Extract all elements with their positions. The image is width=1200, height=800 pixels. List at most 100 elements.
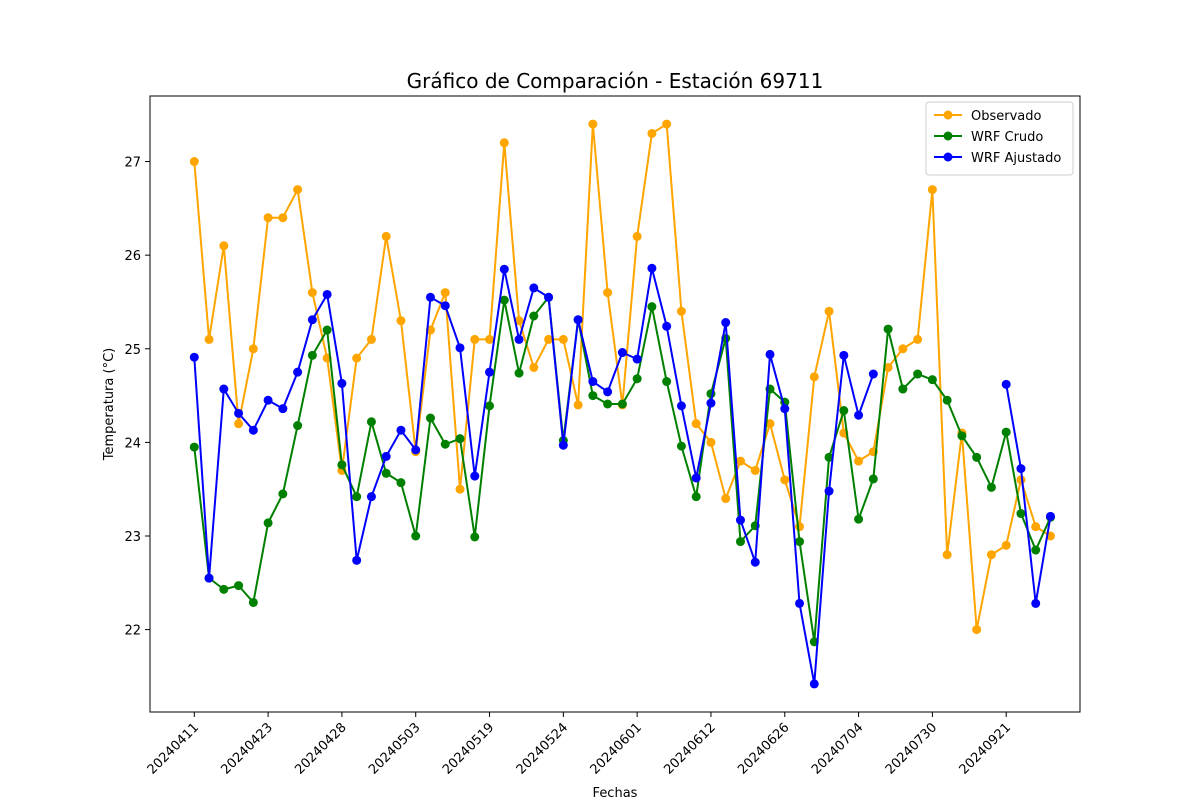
x-tick-label: 20240601 [588, 720, 645, 777]
data-point [366, 334, 376, 344]
x-tick-label: 20240730 [883, 720, 940, 777]
data-point [721, 318, 731, 328]
x-tick-label: 20240921 [957, 720, 1014, 777]
data-point [544, 334, 554, 344]
data-point [1001, 379, 1011, 389]
data-point [706, 398, 716, 408]
data-point [558, 334, 568, 344]
data-point [603, 387, 613, 397]
data-point [485, 401, 495, 411]
data-point [617, 348, 627, 358]
legend-item: Observado [934, 109, 1042, 124]
data-point [263, 395, 273, 405]
data-point [499, 264, 509, 274]
legend-marker [943, 131, 953, 141]
data-point [972, 625, 982, 635]
data-point [839, 350, 849, 360]
data-point [1031, 545, 1041, 555]
data-point [396, 478, 406, 488]
data-point [735, 537, 745, 547]
data-point [780, 404, 790, 414]
legend-marker [943, 110, 953, 120]
data-point [234, 419, 244, 429]
data-point [204, 334, 214, 344]
data-point [750, 557, 760, 567]
data-point [691, 473, 701, 483]
data-point [573, 315, 583, 325]
data-point [293, 421, 303, 431]
series-line [193, 267, 875, 685]
data-point [809, 372, 819, 382]
data-point [824, 486, 834, 496]
data-point [278, 213, 288, 223]
data-point [470, 334, 480, 344]
y-tick-label: 24 [124, 436, 141, 451]
data-point [293, 367, 303, 377]
legend-box [925, 101, 1074, 176]
plot-area [149, 95, 1081, 713]
x-tick-label: 20240626 [735, 720, 792, 777]
data-point [440, 439, 450, 449]
data-point [470, 471, 480, 481]
data-point [1001, 540, 1011, 550]
x-tick-label: 20240411 [145, 720, 202, 777]
data-point [396, 425, 406, 435]
data-point [662, 321, 672, 331]
data-point [263, 213, 273, 223]
data-point [942, 550, 952, 560]
data-point [337, 460, 347, 470]
x-tick-label: 20240519 [440, 720, 497, 777]
data-point [647, 263, 657, 273]
data-point [750, 465, 760, 475]
data-point [868, 369, 878, 379]
x-tick-label: 20240503 [366, 720, 423, 777]
data-point [986, 482, 996, 492]
data-point [307, 315, 317, 325]
data-point [691, 419, 701, 429]
data-point [307, 350, 317, 360]
data-point [189, 352, 199, 362]
data-point [735, 456, 745, 466]
data-point [824, 306, 834, 316]
data-point [765, 419, 775, 429]
data-point [322, 289, 332, 299]
data-point [529, 362, 539, 372]
data-point [942, 395, 952, 405]
data-point [234, 408, 244, 418]
x-tick-label: 20240704 [809, 720, 866, 777]
data-point [219, 584, 229, 594]
data-point [381, 451, 391, 461]
data-point [986, 550, 996, 560]
data-point [307, 288, 317, 298]
x-tick-label: 20240524 [514, 720, 571, 777]
data-point [883, 362, 893, 372]
data-point [676, 306, 686, 316]
data-point [322, 325, 332, 335]
data-point [1031, 522, 1041, 532]
data-point [603, 399, 613, 409]
data-point [514, 316, 524, 326]
data-point [1045, 511, 1055, 521]
data-point [588, 377, 598, 387]
y-axis: 22 23 24 25 26 27 [124, 156, 150, 639]
data-point [957, 431, 967, 441]
data-point [588, 391, 598, 401]
data-point [352, 353, 362, 363]
series-wrf-ajustado [189, 263, 1055, 689]
data-point [868, 474, 878, 484]
data-point [248, 344, 258, 354]
data-point [927, 375, 937, 385]
x-tick-label: 20240423 [219, 720, 276, 777]
data-point [588, 119, 598, 129]
y-tick-label: 22 [124, 624, 141, 639]
data-point [396, 316, 406, 326]
data-point [913, 369, 923, 379]
x-axis-label: Fechas [593, 786, 638, 800]
data-point [514, 368, 524, 378]
data-point [780, 475, 790, 485]
data-point [632, 231, 642, 241]
data-point [189, 442, 199, 452]
data-point [839, 406, 849, 416]
data-point [854, 456, 864, 466]
